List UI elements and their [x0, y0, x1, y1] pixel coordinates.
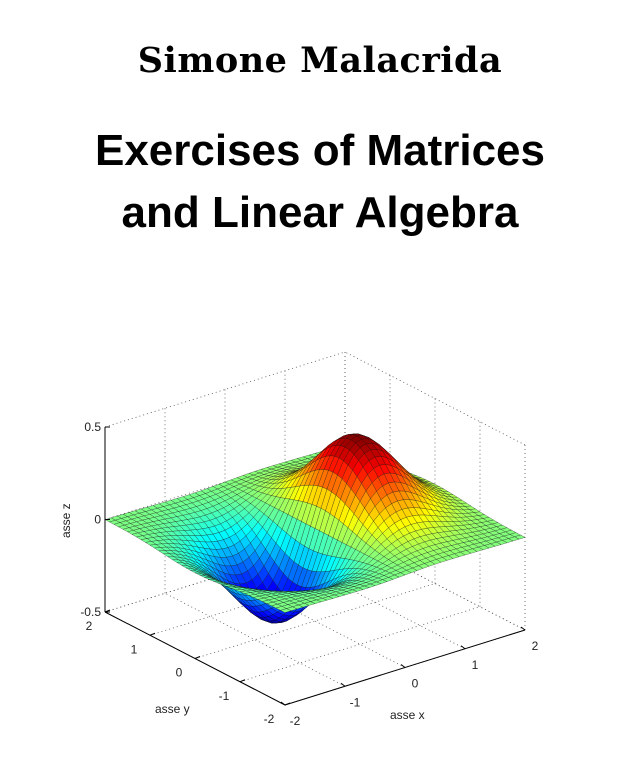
z-tick-label: 0.5	[84, 420, 101, 434]
y-tick	[104, 609, 111, 613]
y-tick	[284, 702, 291, 706]
x-tick	[520, 626, 526, 631]
y-tick-label: -1	[219, 689, 230, 703]
book-title-line-2: and Linear Algebra	[121, 188, 519, 237]
x-tick	[280, 701, 286, 706]
book-title-line-1: Exercises of Matrices	[94, 126, 546, 175]
x-tick-label: 2	[532, 639, 539, 653]
x-axis-label: asse x	[390, 708, 425, 722]
floor-grid-line	[164, 592, 346, 687]
y-tick-label: 1	[131, 642, 138, 656]
x-tick	[340, 682, 346, 687]
x-tick-label: -2	[290, 714, 301, 728]
author-name: Simone Malacrida	[137, 40, 503, 81]
surface-patch	[280, 608, 292, 613]
x-tick	[400, 664, 406, 668]
x-tick-label: -1	[350, 695, 361, 709]
y-tick	[149, 632, 156, 636]
z-tick-label: -0.5	[80, 605, 101, 619]
z-axis-label: asse z	[59, 503, 73, 538]
side-wall-grid-line	[344, 351, 526, 446]
y-tick-label: 0	[176, 666, 183, 680]
z-tick-label: 0	[94, 513, 101, 527]
x-tick	[460, 645, 466, 650]
y-tick-label: 2	[86, 619, 93, 633]
y-tick-label: -2	[264, 712, 275, 726]
y-tick	[194, 656, 201, 659]
x-tick-label: 0	[412, 677, 419, 691]
y-tick	[239, 679, 246, 683]
x-tick-label: 1	[472, 658, 479, 672]
y-axis-label: asse y	[155, 702, 190, 716]
